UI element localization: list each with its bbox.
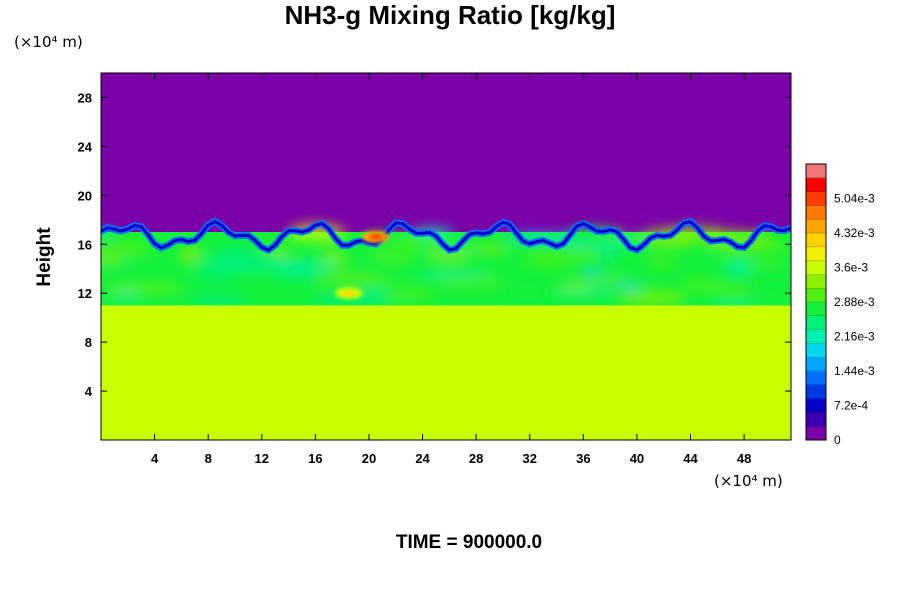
colorbar-segment <box>806 329 826 344</box>
colorbar-segment <box>806 343 826 358</box>
hotspot-core <box>368 233 383 240</box>
x-tick-label: 44 <box>683 451 698 466</box>
texture-blob <box>101 240 151 259</box>
y-tick-label: 8 <box>85 335 92 350</box>
x-axis-unit: (×10⁴ m) <box>714 472 783 490</box>
colorbar-label: 5.04e-3 <box>834 192 875 206</box>
plot-area <box>101 73 791 440</box>
colorbar-segment <box>806 205 826 220</box>
colorbar-frame <box>805 163 827 441</box>
colorbar-segment <box>806 357 826 372</box>
boundary-band-inner <box>101 219 791 252</box>
x-tick-label: 36 <box>576 451 590 466</box>
x-tick-label: 28 <box>469 451 483 466</box>
colorbar-label: 4.32e-3 <box>834 226 875 240</box>
texture-blob <box>103 284 183 293</box>
texture-blob <box>647 256 676 268</box>
colorbar-label: 3.6e-3 <box>834 261 868 275</box>
texture-blob <box>315 273 391 287</box>
texture-blob <box>354 260 409 278</box>
colorbar-segment <box>806 426 826 441</box>
texture-blob <box>617 290 686 306</box>
colorbar-label: 0 <box>834 433 841 447</box>
texture-blob <box>275 260 339 271</box>
y-tick-label: 20 <box>78 188 92 203</box>
y-tick-label: 4 <box>85 384 93 399</box>
colorbar-segment <box>806 315 826 330</box>
colorbar-segment <box>806 219 826 234</box>
colorbar-segment <box>806 233 826 248</box>
plot-frame <box>100 72 792 441</box>
colorbar-label: 7.2e-4 <box>834 399 868 413</box>
colorbar-segment <box>806 177 826 192</box>
texture-blob <box>189 292 249 307</box>
mixed-layer-texture <box>101 223 791 310</box>
texture-blob <box>370 250 415 262</box>
colorbar: 0 7.2e-4 1.44e-3 2.16e-3 2.88e-3 3.6e-3 4.32e-… <box>805 163 875 447</box>
y-axis-unit: (×10⁴ m) <box>14 33 83 51</box>
texture-blob <box>720 284 749 298</box>
hotspot-core <box>341 290 356 297</box>
texture-blob <box>194 269 237 282</box>
texture-blob <box>680 279 727 292</box>
colorbar-label: 2.88e-3 <box>834 295 875 309</box>
x-tick-label: 24 <box>415 451 430 466</box>
time-label: TIME = 900000.0 <box>395 532 543 553</box>
x-tick-label: 40 <box>630 451 644 466</box>
texture-blob <box>193 253 268 271</box>
texture-blob <box>585 276 631 286</box>
x-tick-label: 20 <box>362 451 376 466</box>
colorbar-segment <box>806 371 826 386</box>
hotspots <box>334 230 390 300</box>
x-tick-label: 32 <box>523 451 537 466</box>
upper-layer <box>101 73 791 233</box>
colorbar-segment <box>806 164 826 179</box>
texture-blob <box>113 291 140 300</box>
texture-blob <box>555 259 629 274</box>
colorbar-segment <box>806 191 826 206</box>
colorbar-label: 1.44e-3 <box>834 364 875 378</box>
texture-blob <box>414 271 490 278</box>
texture-blob <box>387 235 446 249</box>
texture-blob <box>320 250 348 261</box>
texture-blob <box>572 248 599 255</box>
y-tick-label: 16 <box>78 237 92 252</box>
x-tick-label: 4 <box>151 451 159 466</box>
colorbar-label: 2.16e-3 <box>834 330 875 344</box>
x-tick-label: 48 <box>737 451 751 466</box>
colorbar-segment <box>806 412 826 427</box>
chart-title: NH3-g Mixing Ratio [kg/kg] <box>284 0 616 30</box>
texture-blob <box>555 289 613 296</box>
y-axis-label: Height <box>34 227 55 287</box>
texture-blob <box>101 257 124 265</box>
x-tick-label: 8 <box>205 451 212 466</box>
texture-blob <box>311 291 385 308</box>
y-tick-label: 24 <box>78 139 93 154</box>
texture-blob <box>744 263 791 284</box>
y-tick-label: 12 <box>78 286 92 301</box>
colorbar-segment <box>806 246 826 261</box>
y-tick-label: 28 <box>78 90 92 105</box>
x-tick-label: 12 <box>255 451 269 466</box>
texture-blob <box>506 284 542 294</box>
lower-layer <box>101 305 791 440</box>
colorbar-segment <box>806 288 826 303</box>
x-tick-label: 16 <box>308 451 322 466</box>
texture-blob <box>383 286 435 301</box>
colorbar-segment <box>806 398 826 413</box>
colorbar-segment <box>806 274 826 289</box>
colorbar-segment <box>806 260 826 275</box>
colorbar-segment <box>806 302 826 317</box>
colorbar-segment <box>806 384 826 399</box>
